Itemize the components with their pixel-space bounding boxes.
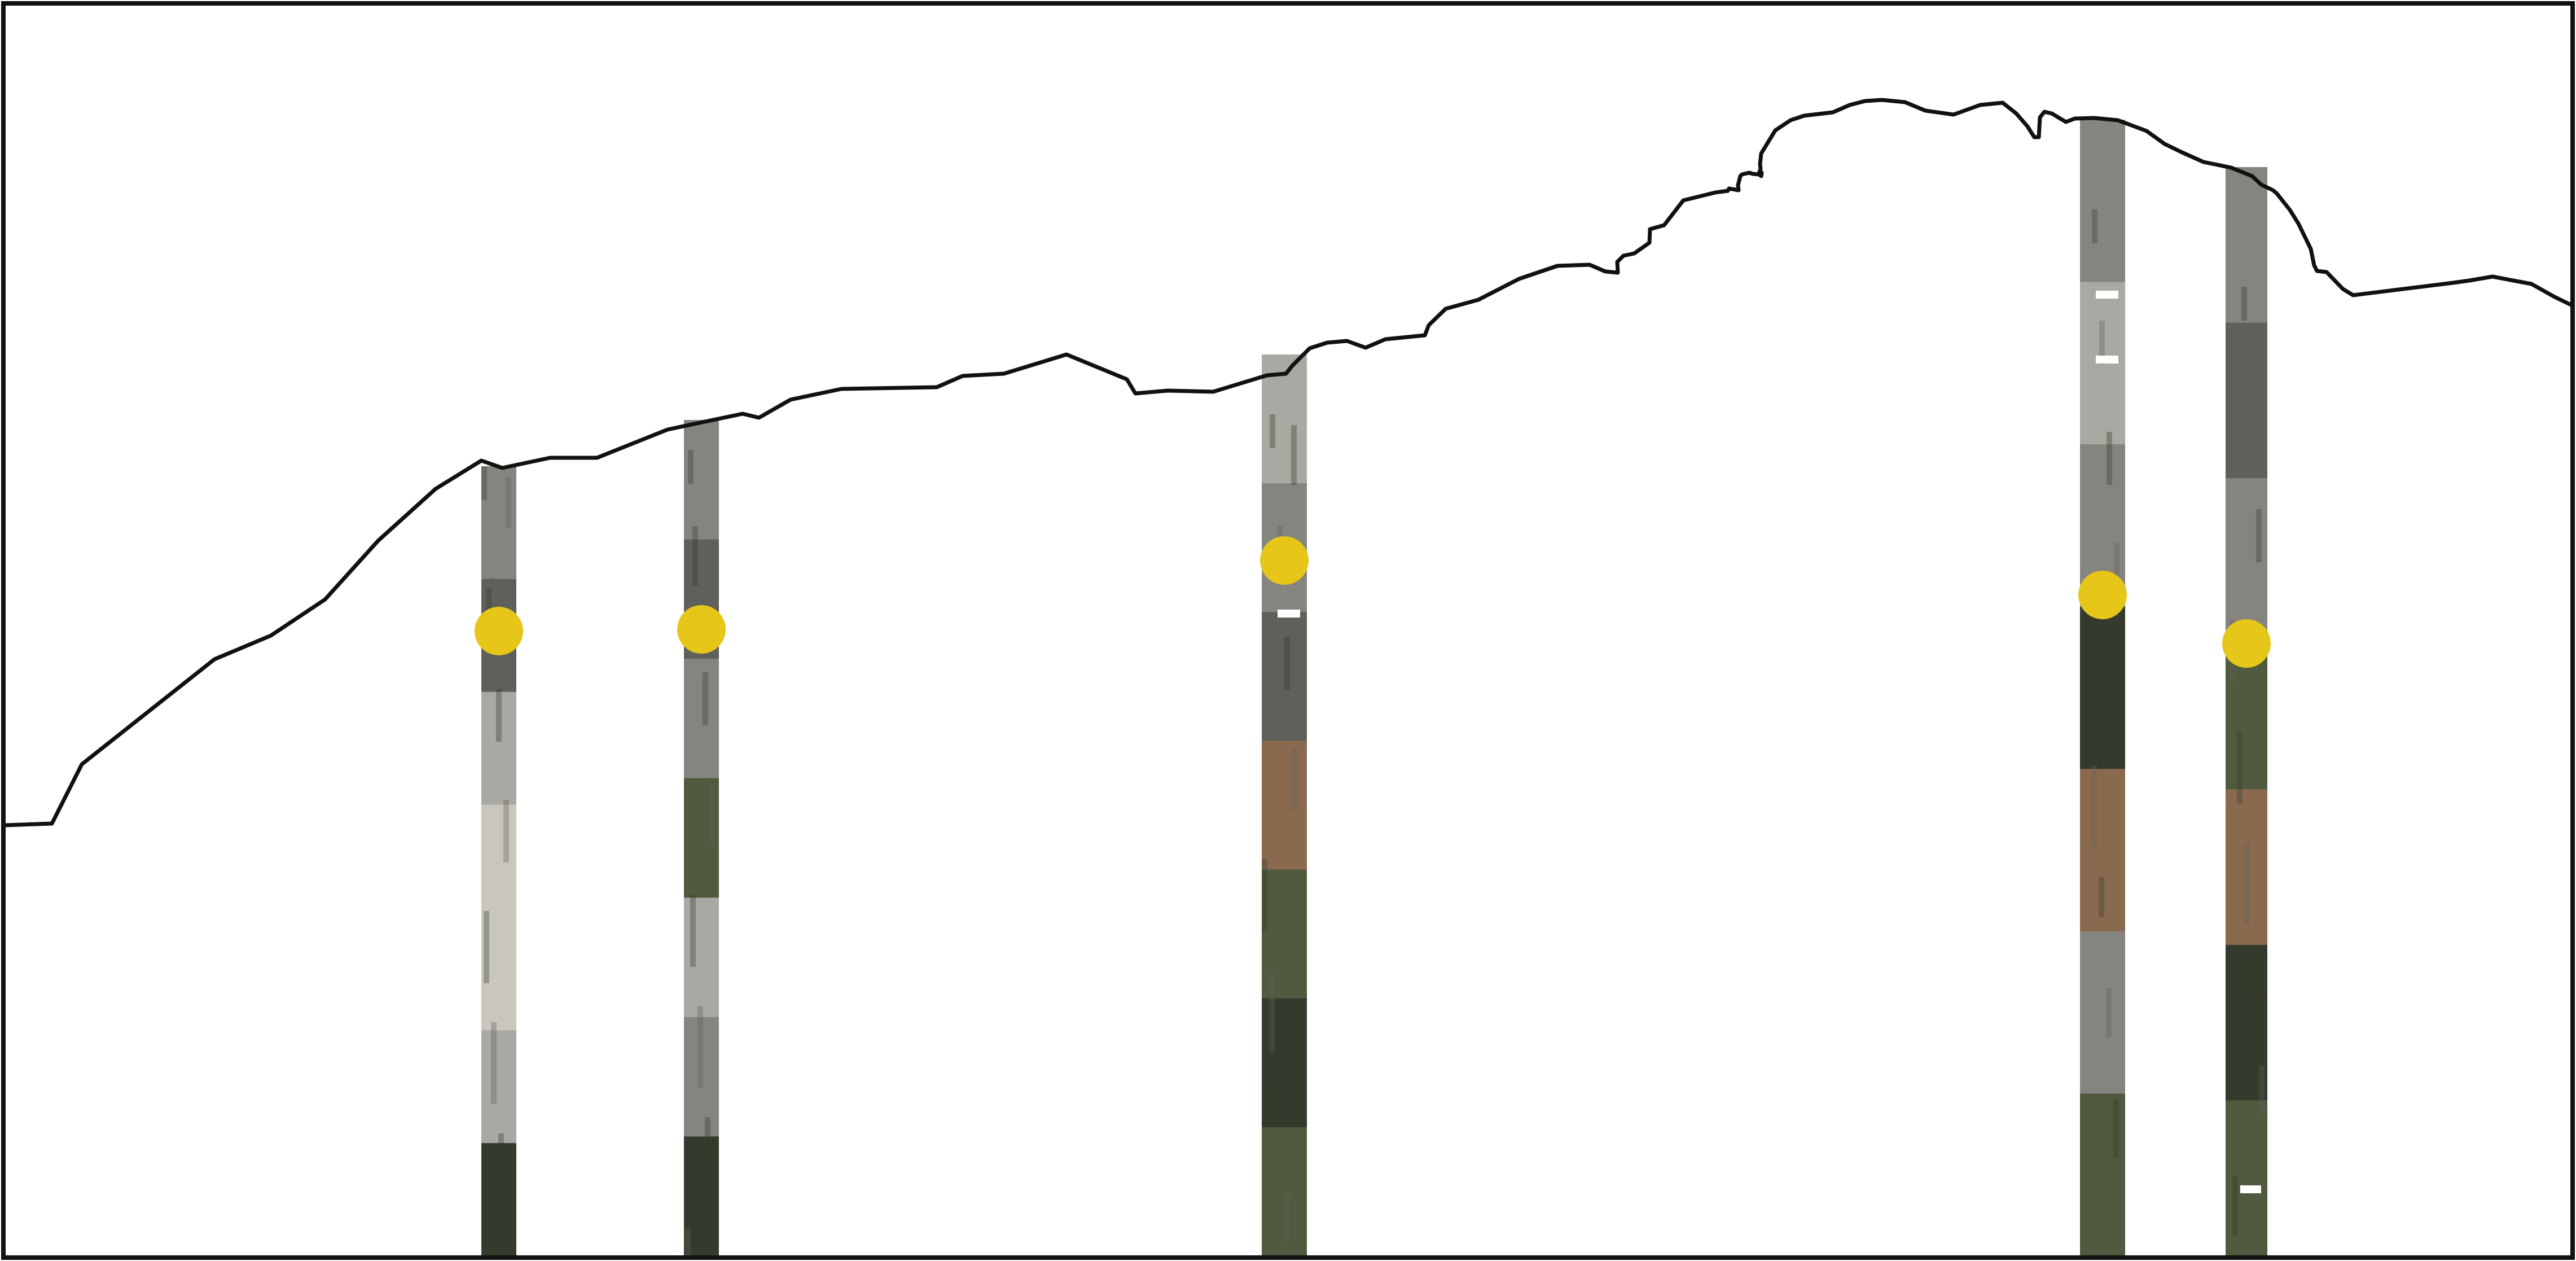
rock-texture-streak [2244, 843, 2250, 925]
rock-column-band [2226, 167, 2267, 323]
yellow-point-marker [677, 605, 726, 654]
rock-texture-streak [1262, 859, 1267, 931]
rock-texture-streak [2106, 988, 2112, 1038]
rock-texture-streak [685, 1228, 691, 1256]
rock-column-band [2226, 322, 2267, 479]
point-markers [475, 536, 2271, 668]
rock-column-band [1262, 1127, 1307, 1256]
rock-column [1262, 354, 1307, 1256]
rock-column-band [1262, 998, 1307, 1128]
rock-texture-streak [695, 561, 701, 605]
rock-column-band [2080, 120, 2125, 283]
rock-column [2080, 120, 2125, 1256]
rock-column-band [1262, 612, 1307, 742]
rock-column-band [684, 659, 719, 779]
rock-texture-streak [2107, 432, 2112, 485]
yellow-point-marker [2222, 619, 2271, 668]
rock-texture-streak [489, 577, 494, 621]
rock-column-band [2226, 944, 2267, 1101]
snow-patch [1278, 610, 1300, 618]
rock-texture-streak [2114, 543, 2119, 606]
rock-texture-streak [1291, 425, 1297, 485]
rock-texture-streak [1284, 1193, 1289, 1243]
rock-texture-streak [2099, 877, 2104, 917]
rock-column-band [481, 1143, 516, 1256]
rock-column-band [684, 778, 719, 899]
snow-patch [2096, 291, 2118, 299]
rock-texture-streak [2091, 765, 2097, 847]
rock-column-band [2080, 931, 2125, 1094]
rock-texture-streak [690, 895, 696, 967]
rock-column-band [684, 1017, 719, 1137]
rock-column-band [2226, 1100, 2267, 1256]
rock-column-band [2080, 606, 2125, 770]
rock-texture-streak [2241, 287, 2247, 321]
rock-column-band [1262, 869, 1307, 999]
yellow-point-marker [475, 607, 523, 655]
rock-texture-streak [2232, 1176, 2238, 1236]
rock-column-band [684, 420, 719, 540]
rock-column-band [481, 804, 516, 918]
rock-column [684, 420, 719, 1256]
rock-texture-streak [710, 783, 716, 846]
rock-texture-streak [692, 526, 698, 586]
rock-column-band [684, 897, 719, 1018]
rock-texture-streak [697, 1006, 703, 1088]
snow-patch [2240, 1185, 2261, 1193]
rock-texture-streak [2084, 654, 2090, 726]
rock-texture-streak [2113, 1099, 2119, 1159]
rock-texture-streak [2092, 209, 2097, 243]
yellow-point-marker [2078, 571, 2127, 619]
ridge-line [3, 98, 2573, 827]
rock-column-band [481, 1030, 516, 1144]
rock-column-band [481, 691, 516, 805]
rock-column-band [1262, 741, 1307, 870]
rock-texture-streak [484, 911, 489, 983]
rock-texture-streak [705, 1117, 710, 1158]
rock-texture-streak [503, 800, 509, 862]
rock-texture-streak [1284, 637, 1290, 690]
rock-texture-streak [496, 689, 502, 742]
rock-texture-streak [2099, 321, 2105, 364]
rock-texture-streak [2252, 954, 2257, 995]
rock-column-band [2080, 769, 2125, 932]
rock-column-band [2226, 478, 2267, 634]
rock-texture-streak [688, 450, 694, 484]
rock-texture-streak [1276, 1082, 1282, 1122]
rock-texture-streak [2249, 398, 2254, 441]
snow-patch [2096, 356, 2118, 364]
rock-column-band [2080, 1093, 2125, 1256]
rock-texture-streak [1270, 414, 1275, 448]
rock-texture-streak [2259, 1065, 2265, 1115]
rock-column-band [481, 466, 516, 580]
rock-texture-streak [1292, 748, 1297, 811]
rock-column-band [481, 917, 516, 1031]
rock-column [2226, 167, 2267, 1256]
yellow-point-marker [1260, 536, 1309, 585]
rock-column-band [684, 1136, 719, 1256]
rock-texture-streak [2256, 509, 2262, 562]
rock-texture-streak [703, 672, 708, 725]
rock-texture-streak [481, 466, 487, 500]
rock-texture-streak [491, 1022, 497, 1104]
rock-texture-streak [2237, 732, 2243, 804]
rock-texture-streak [1269, 970, 1275, 1052]
rock-column-band [2226, 789, 2267, 945]
rock-texture-streak [506, 478, 511, 528]
rock-column [481, 466, 516, 1256]
rock-texture-streak [498, 1133, 504, 1174]
